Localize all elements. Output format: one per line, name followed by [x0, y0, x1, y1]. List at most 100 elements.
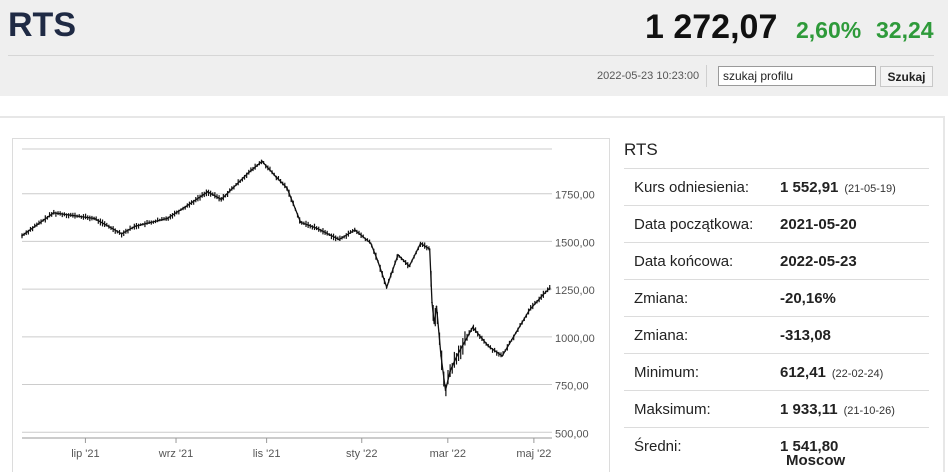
data-point — [435, 305, 438, 308]
data-point — [449, 370, 451, 373]
info-label: Średni: — [624, 427, 779, 464]
info-value-cell: 2022-05-23 — [779, 242, 929, 280]
page-title: RTS — [8, 6, 76, 44]
info-label: Kurs odniesienia: — [624, 168, 779, 206]
info-row: Średni: 1 541,80 — [624, 427, 929, 464]
data-point — [542, 294, 544, 296]
data-point — [134, 225, 137, 227]
data-point — [120, 232, 123, 235]
header-bar: RTS 1 272,07 2,60% 32,24 2022-05-23 10:2… — [0, 0, 948, 96]
info-value: -20,16% — [780, 289, 836, 307]
content-frame — [0, 116, 945, 472]
info-label: Minimum: — [624, 353, 779, 391]
data-point — [184, 206, 186, 208]
info-label: Data początkowa: — [624, 205, 779, 243]
x-tick-label: sty '22 — [346, 448, 377, 460]
data-point — [315, 227, 318, 229]
info-date: (21-10-26) — [843, 404, 895, 417]
data-point — [456, 355, 458, 357]
data-point — [166, 217, 168, 220]
info-row: Kurs odniesienia: 1 552,91 (21-05-19) — [624, 168, 929, 206]
data-point — [376, 259, 379, 262]
data-point — [548, 287, 551, 289]
data-point — [338, 238, 340, 241]
data-point — [528, 309, 531, 311]
info-value-cell: -20,16% — [779, 279, 929, 317]
data-point — [444, 389, 447, 392]
price-series — [21, 159, 551, 397]
info-row: Zmiana: -313,08 — [624, 316, 929, 354]
y-tick-label: 1500,00 — [555, 237, 595, 249]
info-panel-title: RTS — [624, 140, 658, 159]
data-point — [354, 229, 356, 231]
info-value: 1 552,91 — [780, 178, 839, 196]
data-point — [274, 175, 277, 178]
data-point — [52, 211, 55, 214]
search-profile-input[interactable] — [718, 66, 876, 86]
info-value: 2022-05-23 — [780, 252, 857, 270]
info-row: Minimum: 612,41 (22-02-24) — [624, 353, 929, 391]
data-point — [286, 187, 288, 189]
data-point — [93, 217, 96, 220]
timestamp: 2022-05-23 10:23:00 — [597, 70, 700, 82]
data-point — [220, 198, 223, 201]
search-button[interactable]: Szukaj — [880, 66, 933, 87]
exchange-name: Moscow — [786, 452, 846, 469]
price-candles — [21, 159, 551, 397]
info-value-cell: 1 933,11 (21-10-26) — [779, 390, 929, 428]
data-point — [431, 301, 433, 304]
x-tick-label: lip '21 — [71, 448, 99, 460]
info-label: Data końcowa: — [624, 242, 779, 280]
data-point — [247, 171, 250, 174]
info-value: 612,41 — [780, 363, 826, 381]
info-date: (22-02-24) — [831, 367, 884, 380]
info-value-cell: 612,41 (22-02-24) — [779, 353, 929, 391]
info-table: Kurs odniesienia: 1 552,91 (21-05-19) Data … — [624, 168, 929, 464]
y-tick-label: 500,00 — [555, 428, 589, 440]
chart-frame — [12, 138, 610, 472]
info-value-cell: 1 552,91 (21-05-19) — [779, 168, 929, 206]
info-value: -313,08 — [780, 326, 831, 344]
info-label: Maksimum: — [624, 390, 779, 428]
y-axis-labels: 1750,00 1500,00 1250,00 1000,00 750,00 500,00 — [555, 190, 595, 441]
data-point — [261, 160, 263, 163]
header-divider — [8, 55, 934, 56]
x-tick-label: lis '21 — [253, 448, 281, 460]
x-tick-label: wrz '21 — [158, 448, 194, 460]
data-point — [433, 322, 436, 325]
data-point — [21, 234, 23, 237]
info-value-cell: -313,08 — [779, 316, 929, 354]
data-point — [501, 355, 503, 357]
data-point — [299, 221, 302, 224]
info-value-cell: 2021-05-20 — [779, 205, 929, 243]
toolbar-separator — [706, 65, 707, 87]
data-point — [385, 286, 388, 289]
data-point — [487, 345, 490, 348]
data-point — [440, 355, 442, 357]
info-label: Zmiana: — [624, 316, 779, 354]
data-point — [514, 332, 517, 334]
y-tick-label: 750,00 — [555, 381, 589, 393]
info-row: Zmiana: -20,16% — [624, 279, 929, 317]
data-point — [370, 242, 372, 245]
info-row: Data początkowa: 2021-05-20 — [624, 205, 929, 243]
info-value: 1 933,11 — [780, 400, 838, 418]
info-value-cell: 1 541,80 — [779, 427, 929, 464]
data-point — [206, 191, 209, 193]
change-percent: 2,60% — [796, 17, 862, 43]
x-axis: lip '21 wrz '21 lis '21 sty '22 mar '22 maj '… — [22, 437, 552, 460]
price-line — [21, 160, 551, 391]
data-point — [471, 326, 474, 329]
info-row: Maksimum: 1 933,11 (21-10-26) — [624, 390, 929, 428]
info-label: Zmiana: — [624, 279, 779, 317]
y-tick-label: 1000,00 — [555, 333, 595, 345]
x-tick-label: maj '22 — [516, 448, 551, 460]
x-tick-label: mar '22 — [430, 448, 466, 460]
data-point — [397, 253, 399, 256]
info-value: 1 541,80 — [780, 437, 839, 455]
info-row: Data końcowa: 2022-05-23 — [624, 242, 929, 280]
price-chart: 1750,00 1500,00 1250,00 1000,00 750,00 500,00… — [21, 148, 595, 460]
info-value: 2021-05-20 — [780, 215, 857, 233]
data-point — [428, 248, 431, 250]
current-price: 1 272,07 — [645, 8, 778, 46]
